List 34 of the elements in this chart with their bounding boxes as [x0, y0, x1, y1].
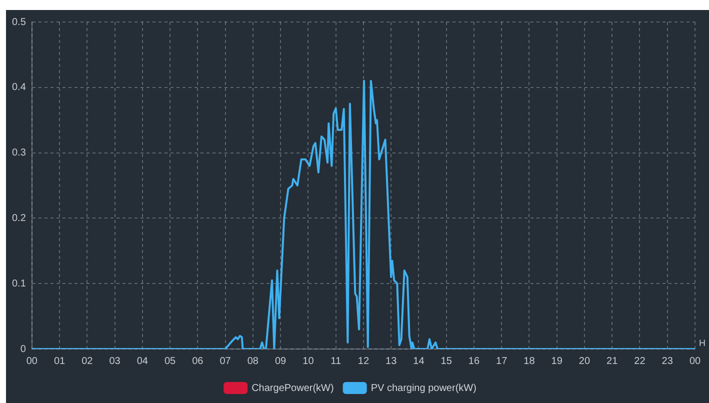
x-tick-label: 13	[386, 356, 398, 367]
y-tick-label: 0.3	[12, 148, 26, 159]
legend-label: ChargePower(kW)	[252, 382, 334, 394]
y-tick-label: 0.2	[12, 212, 26, 224]
x-tick-label: 03	[109, 356, 121, 367]
x-tick-label: 11	[330, 356, 342, 367]
x-tick-label: 21	[606, 356, 618, 367]
x-tick-label: 18	[524, 356, 536, 367]
y-tick-label: 0.4	[12, 82, 26, 94]
x-tick-label: 23	[662, 356, 674, 367]
x-tick-label: 05	[164, 356, 176, 367]
legend-label: PV charging power(kW)	[370, 382, 476, 394]
x-tick-label: 10	[302, 356, 314, 367]
x-tick-label: 00	[26, 356, 38, 367]
x-tick-label: 14	[413, 356, 425, 367]
x-tick-label: 15	[440, 356, 452, 367]
x-tick-label: 01	[54, 356, 66, 367]
y-tick-label: 0.1	[12, 278, 26, 290]
x-tick-label: 17	[496, 356, 508, 367]
x-axis-title: H	[699, 338, 706, 348]
x-tick-label: 04	[136, 356, 148, 367]
y-tick-label: 0	[20, 344, 26, 355]
x-tick-label: 09	[275, 356, 287, 367]
x-tick-label: 12	[358, 356, 370, 367]
x-tick-label: 16	[468, 356, 480, 367]
x-tick-label: 19	[551, 356, 563, 367]
x-tick-label: 06	[192, 356, 204, 367]
x-tick-label: 20	[578, 356, 590, 367]
x-tick-label: 22	[634, 356, 646, 367]
x-tick-label: 00	[689, 356, 701, 367]
y-tick-label: 0.5	[12, 16, 26, 28]
x-tick-label: 02	[82, 356, 94, 367]
x-tick-label: 07	[220, 356, 232, 367]
x-tick-label: 08	[247, 356, 259, 367]
